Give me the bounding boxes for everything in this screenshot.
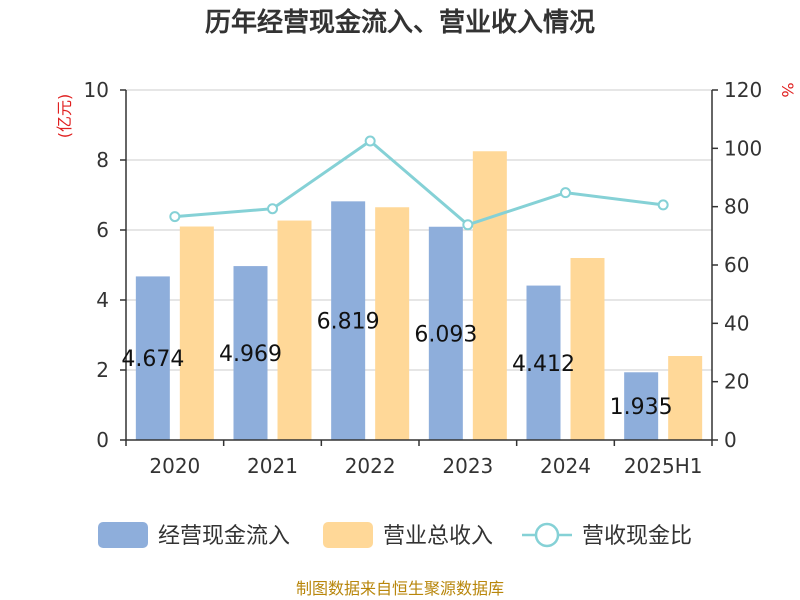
y-left-tick-label: 8 [96,148,109,172]
revenue-bar [179,226,214,440]
legend-label: 营收现金比 [582,524,692,549]
y-right-tick-label: 60 [724,253,749,277]
bar-value-label: 6.819 [317,310,380,335]
revenue-bar [668,356,703,440]
cash-inflow-bar [135,276,170,440]
legend-swatch [98,522,148,548]
y-right-unit-label: % [778,82,797,97]
bars [135,151,703,440]
ratio-point [267,203,278,215]
x-tick-label: 2024 [540,454,591,478]
source-note: 制图数据来自恒生聚源数据库 [296,579,504,598]
revenue-bar [375,207,410,440]
revenue-bar [570,258,605,440]
x-tick-label: 2021 [247,454,298,478]
legend-label: 营业总收入 [383,524,493,549]
x-tick-label: 2025H1 [624,454,703,478]
y-right-tick-label: 100 [724,136,762,160]
ratio-point [364,135,376,147]
cash-inflow-bar [624,372,659,440]
y-right-tick-label: 0 [724,428,737,452]
chart-title: 历年经营现金流入、营业收入情况 [205,7,595,38]
cash-inflow-bar [428,226,463,440]
data-labels: 4.674 4.969 6.819 6.093 4.412 1.935 [121,310,672,420]
legend-marker [534,522,560,548]
legend-item: 营收现金比 [522,522,692,549]
grid-lines [126,89,712,371]
bar-value-label: 6.093 [414,322,477,347]
x-tick-label: 2022 [345,454,396,478]
ratio-point [657,199,669,211]
x-tick-label: 2023 [442,454,493,478]
y-left-tick-label: 0 [96,428,109,452]
cash-inflow-bar [526,285,561,440]
x-tick-label: 2020 [149,454,200,478]
ratio-line-path [174,139,664,227]
bar-value-label: 4.674 [121,347,184,372]
y-right-tick-label: 20 [724,370,749,394]
bar-value-label: 4.969 [219,342,282,367]
y-left-tick-label: 6 [96,218,109,242]
ratio-point [462,219,474,231]
ratio-point [560,187,571,199]
revenue-bar [277,220,312,440]
ratio-point [169,211,181,223]
y-right-tick-label: 80 [724,195,749,219]
y-left-tick-label: 4 [96,288,109,312]
revenue-bar [472,151,507,440]
legend-item: 营业总收入 [323,522,493,549]
cash-inflow-bar [331,201,366,440]
y-left-tick-label: 10 [84,78,109,102]
cash-inflow-bar [233,266,268,440]
legend-swatch [323,522,373,548]
legend-item: 经营现金流入 [98,522,290,549]
legend: 经营现金流入 营业总收入 营收现金比 [98,522,692,549]
y-left-unit-label: (亿元) [55,94,74,139]
bar-value-label: 1.935 [610,395,673,420]
ratio-line [169,135,669,231]
bar-value-label: 4.412 [512,352,575,377]
y-right-tick-label: 120 [724,78,762,102]
legend-label: 经营现金流入 [158,524,290,549]
y-right-tick-label: 40 [724,311,749,335]
y-left-tick-label: 2 [96,358,109,382]
